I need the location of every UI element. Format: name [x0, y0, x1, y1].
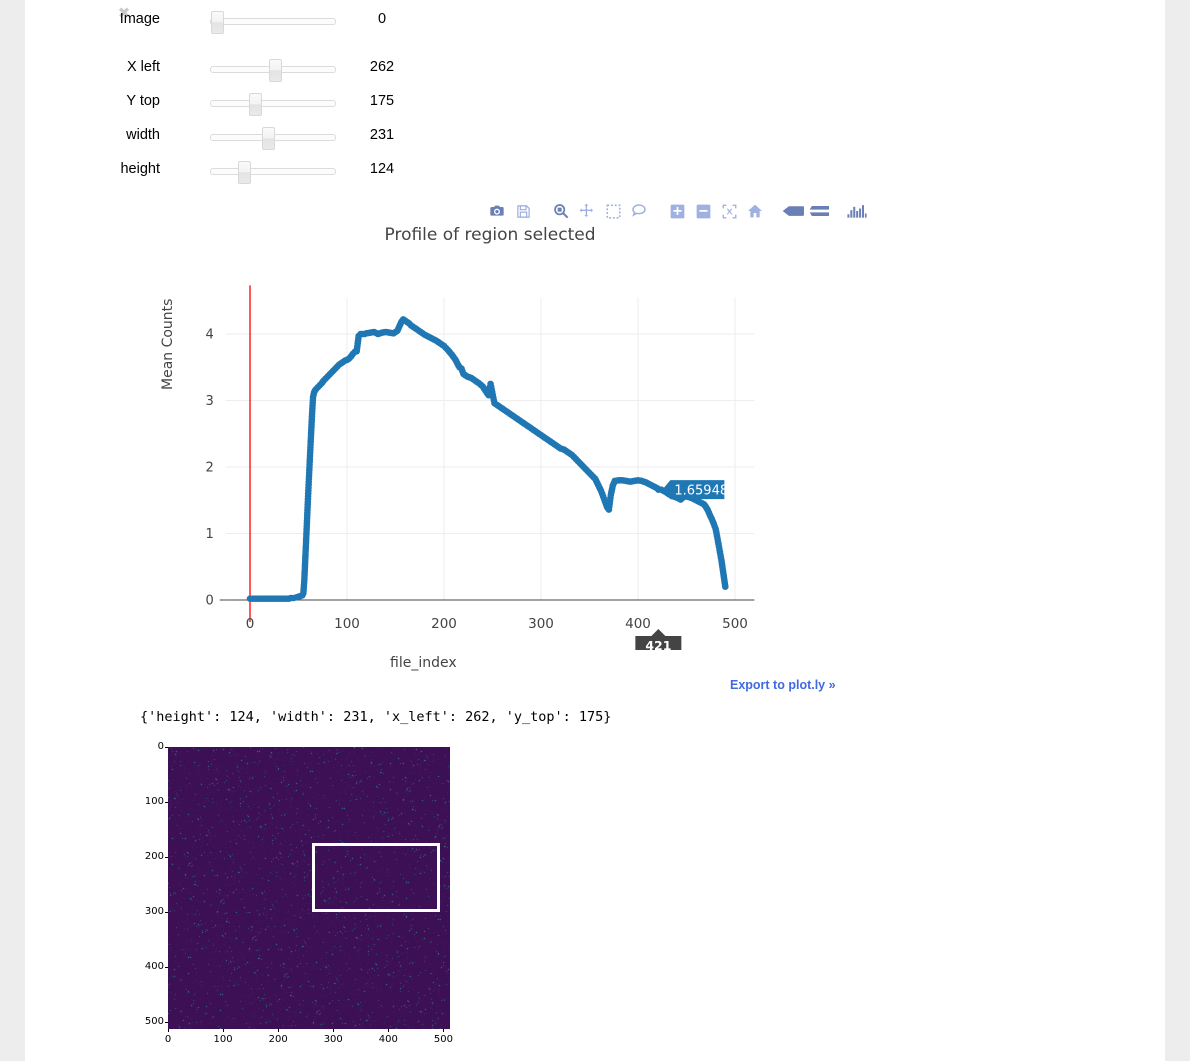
svg-text:0: 0	[205, 594, 213, 609]
toggle-spike-lines-icon[interactable]	[780, 200, 806, 222]
slider-value-height: 124	[369, 161, 395, 177]
slider-handle-y-top[interactable]	[249, 93, 263, 116]
image-y-tick: 200	[144, 851, 164, 863]
slider-handle-height[interactable]	[238, 161, 252, 184]
image-x-tick: 100	[213, 1034, 233, 1045]
widget-label-x-left: X left	[126, 59, 160, 75]
svg-text:500: 500	[722, 616, 748, 632]
image-y-tickmark	[165, 802, 168, 804]
widget-label-y-top: Y top	[126, 93, 160, 109]
slider-handle-x-left[interactable]	[268, 59, 282, 82]
image-y-tick: 300	[144, 906, 164, 918]
svg-text:0: 0	[246, 616, 255, 632]
image-y-tick: 100	[144, 796, 164, 808]
export-to-plotly-link[interactable]: Export to plot.ly »	[730, 678, 836, 692]
slider-handle-width[interactable]	[261, 127, 275, 150]
image-x-tick: 300	[323, 1034, 343, 1045]
slider-value-x-left: 262	[369, 59, 395, 75]
box-select-icon[interactable]	[600, 200, 626, 222]
svg-text:4: 4	[205, 328, 213, 343]
svg-text:2: 2	[205, 461, 213, 476]
slider-height[interactable]	[210, 161, 336, 184]
svg-text:300: 300	[528, 616, 554, 632]
slider-value-image-index: 0	[377, 11, 387, 27]
image-x-tick: 0	[164, 1034, 172, 1045]
reset-axes-home-icon[interactable]	[742, 200, 768, 222]
zoom-in-icon[interactable]	[664, 200, 690, 222]
image-x-tick: 400	[378, 1034, 398, 1045]
image-x-tickmark	[388, 1029, 390, 1032]
zoom-icon[interactable]	[548, 200, 574, 222]
slider-image-index[interactable]	[210, 11, 336, 34]
plotly-modebar[interactable]	[484, 200, 870, 222]
image-y-tickmark	[165, 1022, 168, 1024]
slider-handle-image-index[interactable]	[211, 11, 224, 34]
image-x-tick: 200	[268, 1034, 288, 1045]
image-y-tickmark	[165, 967, 168, 969]
image-x-tickmark	[333, 1029, 335, 1032]
page-gutter-right	[1165, 0, 1190, 1061]
y-axis-title: Mean Counts	[160, 298, 176, 390]
svg-text:100: 100	[334, 616, 360, 632]
widget-label-height: height	[120, 161, 160, 177]
slider-y-top[interactable]	[210, 93, 336, 116]
image-x-tickmark	[168, 1029, 169, 1032]
hover-x-label: 421	[635, 629, 682, 653]
data-points-dense	[249, 317, 729, 602]
image-x-tick: 500	[433, 1034, 453, 1045]
image-y-tick: 500	[144, 1016, 164, 1028]
image-y-tick: 400	[144, 961, 164, 973]
page-title: Profile of region selected	[384, 225, 596, 245]
hover-y-value: 1.65948	[674, 484, 728, 499]
widget-row-image-index: Image 0	[0, 10, 600, 34]
autoscale-icon[interactable]	[716, 200, 742, 222]
image-x-tickmark	[278, 1029, 280, 1032]
widget-row-y-top: Y top 175	[0, 92, 600, 116]
hover-compare-icon[interactable]	[806, 200, 832, 222]
hover-x-value: 421	[645, 638, 671, 653]
close-icon[interactable]: ✖	[117, 4, 131, 22]
image-figure: 0 100 200 300 400 500 0 100 200 300 400 500	[140, 735, 470, 1055]
image-y-tickmark	[165, 857, 168, 859]
pan-icon[interactable]	[574, 200, 600, 222]
widget-label-image-index: Image	[119, 11, 160, 27]
widget-row-x-left: X left 262	[0, 58, 600, 82]
svg-text:400: 400	[625, 616, 651, 632]
widget-label-width: width	[126, 127, 160, 143]
image-x-tickmark	[223, 1029, 225, 1032]
svg-text:1: 1	[205, 527, 213, 542]
plotly-logo-icon[interactable]	[844, 200, 870, 222]
x-axis-title: file_index	[390, 655, 457, 671]
page-gutter-left	[0, 0, 25, 1061]
zoom-out-icon[interactable]	[690, 200, 716, 222]
image-x-tickmark	[443, 1029, 445, 1032]
lasso-select-icon[interactable]	[626, 200, 652, 222]
widget-row-width: width 231	[0, 126, 600, 150]
save-edit-plot-icon[interactable]	[510, 200, 536, 222]
image-y-tickmark	[165, 747, 168, 748]
roi-rectangle[interactable]	[312, 843, 440, 912]
image-y-tick: 0	[157, 741, 164, 752]
widget-row-height: height 124	[0, 160, 600, 184]
repr-output-text: {'height': 124, 'width': 231, 'x_left': …	[140, 709, 612, 725]
svg-text:3: 3	[205, 394, 213, 409]
hover-y-label: 1.65948	[662, 480, 728, 500]
svg-text:200: 200	[431, 616, 457, 632]
data-points	[246, 316, 729, 602]
download-plot-png-icon[interactable]	[484, 200, 510, 222]
slider-x-left[interactable]	[210, 59, 336, 82]
slider-width[interactable]	[210, 127, 336, 150]
image-y-tickmark	[165, 912, 168, 914]
noise-image-canvas	[168, 747, 450, 1029]
noise-image	[168, 747, 450, 1029]
profile-plot-svg[interactable]: 0 1 2 3 4 0 100 200 300 400 500 1.65948 421	[140, 225, 860, 655]
profile-plot[interactable]: Profile of region selected 0 1 2 3 4 0 100 200 3…	[140, 225, 860, 695]
slider-value-y-top: 175	[369, 93, 395, 109]
slider-value-width: 231	[369, 127, 395, 143]
